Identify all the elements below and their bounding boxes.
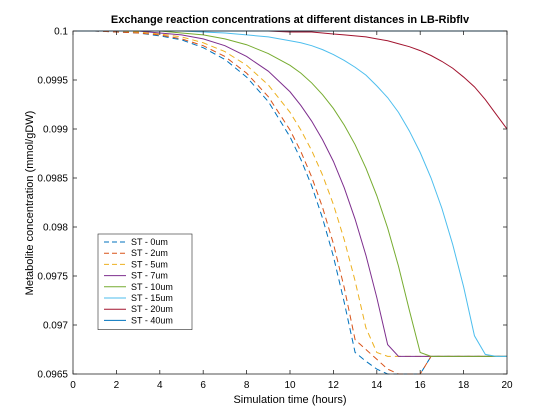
x-tick-label: 0	[70, 380, 76, 391]
y-tick-label: 0.099	[43, 125, 68, 136]
x-axis-label: Simulation time (hours)	[233, 394, 346, 406]
series-line-4	[73, 30, 507, 357]
legend-label: ST - 15um	[131, 293, 173, 303]
legend-label: ST - 20um	[131, 304, 173, 314]
legend-label: ST - 10um	[131, 282, 173, 292]
y-axis-label: Metabolite concentration (mmol/gDW)	[24, 111, 36, 296]
y-tick-label: 0.0985	[37, 174, 68, 185]
legend-label: ST - 7um	[131, 271, 168, 281]
legend-box	[97, 233, 193, 330]
series-line-2	[73, 30, 507, 357]
legend-label: ST - 5um	[131, 259, 168, 269]
plot-lines	[73, 30, 508, 375]
x-tick-label: 2	[114, 380, 120, 391]
x-tick-label: 16	[415, 380, 427, 391]
x-tick-label: 10	[284, 380, 296, 391]
y-tick-label: 0.098	[43, 223, 68, 234]
x-tick-label: 6	[200, 380, 206, 391]
legend-label: ST - 0um	[131, 237, 168, 247]
legend-label: ST - 40um	[131, 315, 173, 325]
y-tick-label: 0.0965	[37, 370, 68, 381]
legend-label: ST - 2um	[131, 248, 168, 258]
x-tick-label: 20	[501, 380, 513, 391]
x-tick-label: 8	[244, 380, 250, 391]
x-tick-label: 12	[328, 380, 340, 391]
y-axis: 0.0965 0.097 0.0975 0.098 0.0985 0.099 0.0995 0…	[37, 27, 507, 381]
y-tick-label: 0.097	[43, 321, 68, 332]
x-axis: 0 2 4 6 8 10 12 14 16 18 20	[70, 31, 513, 391]
x-tick-label: 4	[157, 380, 163, 391]
y-tick-label: 0.0975	[37, 272, 68, 283]
y-tick-label: 0.0995	[37, 76, 68, 87]
chart-title: Exchange reaction concentrations at diff…	[111, 14, 470, 26]
x-tick-label: 14	[371, 380, 383, 391]
y-tick-label: 0.1	[54, 27, 68, 38]
x-tick-label: 18	[458, 380, 470, 391]
series-line-0	[73, 30, 507, 375]
